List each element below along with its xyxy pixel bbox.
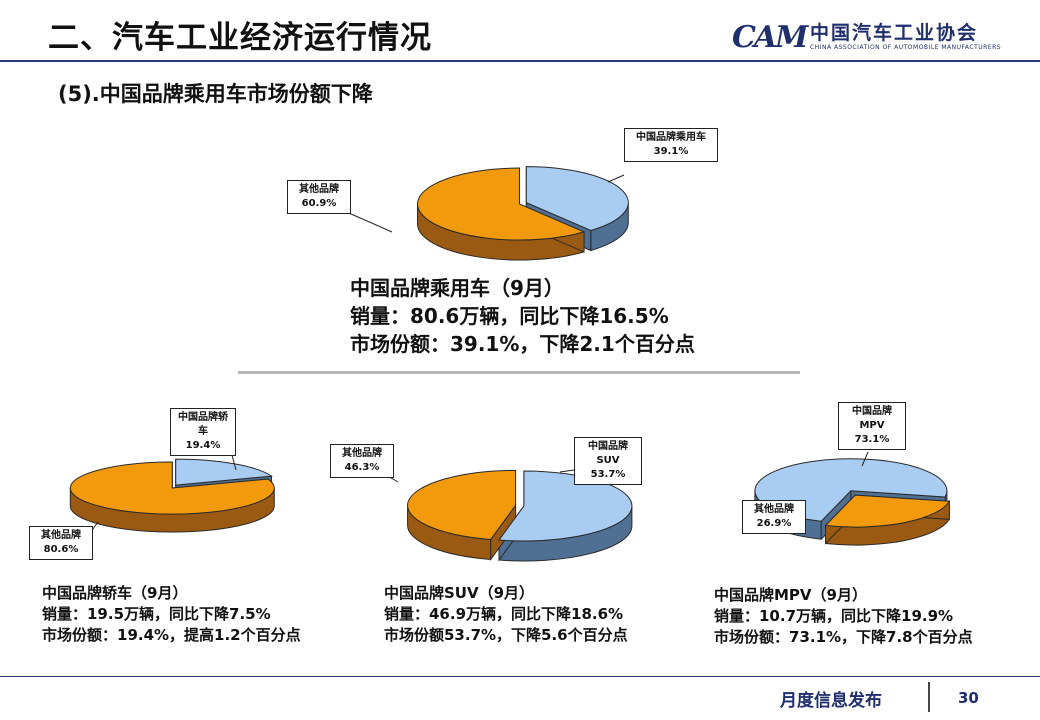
callout-sedan-other: 其他品牌 80.6%: [29, 526, 93, 560]
callout-value: 60.9%: [301, 198, 337, 209]
callout-sedan-china: 中国品牌轿车 19.4%: [170, 408, 236, 456]
callout-label: 其他品牌: [342, 448, 382, 459]
summary-share: 市场份额53.7%，下降5.6个百分点: [384, 626, 628, 644]
summary-share: 市场份额：19.4%，提高1.2个百分点: [42, 626, 301, 644]
callout-label: 其他品牌: [754, 504, 794, 515]
summary-heading: 中国品牌乘用车（9月）: [350, 276, 564, 300]
logo-english-name: CHINA ASSOCIATION OF AUTOMOBILE MANUFACT…: [810, 44, 1002, 51]
pie-suv-slice-0: [498, 470, 633, 542]
footer-text: 月度信息发布: [780, 691, 882, 711]
pie-sedan-slice-1: [69, 461, 275, 515]
summary-sales: 销量：19.5万辆，同比下降7.5%: [42, 605, 271, 623]
title-rule: [0, 60, 1040, 62]
callout-value: 73.1%: [854, 434, 890, 445]
callout-label: 中国品牌SUV: [588, 441, 628, 466]
footer-rule: [0, 676, 1040, 677]
callout-label: 其他品牌: [41, 530, 81, 541]
footer-separator: [928, 682, 930, 712]
callout-passenger-china: 中国品牌乘用车 39.1%: [624, 128, 718, 162]
callout-mpv-china: 中国品牌MPV 73.1%: [838, 402, 906, 450]
summary-heading: 中国品牌SUV（9月）: [384, 584, 535, 602]
summary-heading: 中国品牌MPV（9月）: [714, 586, 867, 604]
pie-passenger-slice-0: [525, 166, 629, 231]
callout-value: 80.6%: [43, 544, 79, 555]
callout-value: 26.9%: [756, 518, 792, 529]
section-divider: [238, 371, 800, 374]
summary-mpv: 中国品牌MPV（9月） 销量：10.7万辆，同比下降19.9% 市场份额：73.…: [714, 585, 973, 648]
callout-label: 其他品牌: [299, 184, 339, 195]
pie-mpv-slice-1: [824, 494, 951, 528]
summary-sedan: 中国品牌轿车（9月） 销量：19.5万辆，同比下降7.5% 市场份额：19.4%…: [42, 583, 301, 646]
summary-heading: 中国品牌轿车（9月）: [42, 584, 188, 602]
association-logo: CAM 中国汽车工业协会 CHINA ASSOCIATION OF AUTOMO…: [732, 18, 1002, 58]
slide-title: 二、汽车工业经济运行情况: [48, 20, 432, 56]
logo-chinese-name: 中国汽车工业协会: [810, 22, 979, 44]
slide-subtitle: (5).中国品牌乘用车市场份额下降: [58, 82, 373, 106]
callout-value: 19.4%: [185, 440, 221, 451]
page-number: 30: [958, 689, 979, 707]
pie-mpv-leader-0: [861, 451, 869, 467]
summary-passenger: 中国品牌乘用车（9月） 销量：80.6万辆，同比下降16.5% 市场份额：39.…: [350, 274, 695, 358]
callout-passenger-other: 其他品牌 60.9%: [287, 180, 351, 214]
callout-suv-china: 中国品牌SUV 53.7%: [574, 437, 642, 485]
callout-suv-other: 其他品牌 46.3%: [330, 444, 394, 478]
pie-suv-leader-0: [559, 469, 575, 473]
callout-label: 中国品牌乘用车: [636, 132, 706, 143]
callout-value: 46.3%: [344, 462, 380, 473]
callout-label: 中国品牌MPV: [852, 406, 892, 431]
pie-passenger-slice-1: [417, 167, 586, 241]
summary-sales: 销量：46.9万辆，同比下降18.6%: [384, 605, 624, 623]
pie-passenger-leader-0: [607, 174, 625, 183]
summary-share: 市场份额：39.1%，下降2.1个百分点: [350, 332, 695, 356]
pie-suv-slice-1: [407, 469, 517, 540]
callout-value: 53.7%: [590, 469, 626, 480]
summary-sales: 销量：80.6万辆，同比下降16.5%: [350, 304, 669, 328]
callout-mpv-other: 其他品牌 26.9%: [742, 500, 806, 534]
logo-mark: CAM: [732, 20, 808, 55]
callout-label: 中国品牌轿车: [178, 412, 228, 437]
summary-share: 市场份额：73.1%，下降7.8个百分点: [714, 628, 973, 646]
summary-suv: 中国品牌SUV（9月） 销量：46.9万辆，同比下降18.6% 市场份额53.7…: [384, 583, 628, 646]
callout-value: 39.1%: [653, 146, 689, 157]
summary-sales: 销量：10.7万辆，同比下降19.9%: [714, 607, 954, 625]
